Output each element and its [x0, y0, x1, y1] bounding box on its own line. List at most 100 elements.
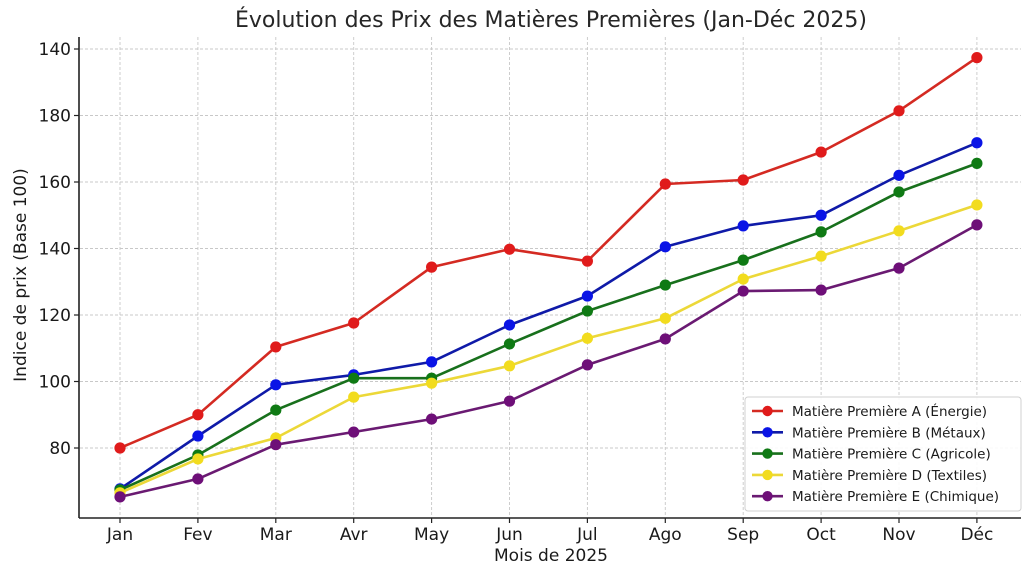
data-point	[815, 209, 827, 221]
data-point	[737, 220, 749, 232]
legend: Matière Première A (Énergie) Matière Prem…	[744, 396, 1022, 512]
data-point	[348, 391, 360, 403]
x-tick-label: Ago	[649, 525, 682, 545]
x-tick-label: Mar	[260, 525, 292, 545]
series-line	[119, 141, 978, 490]
data-point	[815, 146, 827, 158]
series-line	[119, 162, 978, 492]
x-axis-label: Mois de 2025	[494, 546, 608, 566]
data-point	[270, 439, 282, 451]
data-point	[114, 491, 126, 503]
data-point	[270, 404, 282, 416]
x-ticks: Jan Fev Mar Avr May Jun Jul Ago Sep Oct Nov Déc	[106, 518, 993, 545]
series-line	[119, 56, 978, 450]
data-point	[737, 174, 749, 186]
data-point	[971, 199, 983, 211]
x-tick-label: Avr	[340, 525, 368, 545]
data-point	[815, 226, 827, 238]
data-point	[893, 186, 905, 198]
data-point	[192, 473, 204, 485]
x-tick-label: Fev	[183, 525, 212, 545]
data-point	[426, 377, 438, 389]
data-point	[581, 290, 594, 302]
data-point	[893, 169, 905, 181]
legend-label: Matière Première C (Agricole)	[792, 447, 991, 463]
legend-marker	[762, 469, 773, 481]
data-point	[581, 255, 594, 267]
data-point	[192, 430, 204, 442]
legend-item: Matière Première C (Agricole)	[752, 447, 991, 463]
data-point	[192, 409, 204, 421]
data-point	[192, 453, 204, 465]
x-tick-label: May	[414, 525, 449, 545]
data-point	[426, 356, 438, 368]
x-tick-label: Déc	[960, 525, 993, 545]
legend-label: Matière Première E (Chimique)	[792, 489, 999, 505]
legend-marker	[762, 448, 773, 459]
data-point	[348, 372, 360, 384]
data-point	[114, 442, 126, 454]
data-point	[503, 395, 516, 407]
y-tick-label: 140	[39, 40, 71, 60]
x-tick-label: Nov	[882, 525, 915, 545]
x-tick-label: Jul	[576, 525, 598, 545]
x-tick-label: Jan	[106, 525, 133, 545]
data-point	[815, 250, 827, 262]
data-point	[659, 312, 671, 324]
series-a	[114, 52, 983, 454]
legend-marker	[762, 427, 773, 438]
data-point	[348, 317, 360, 329]
legend-marker	[762, 405, 773, 417]
series-layer	[114, 52, 983, 503]
y-tick-label: 80	[49, 439, 71, 459]
y-tick-label: 180	[39, 107, 71, 127]
data-point	[737, 285, 749, 297]
data-point	[971, 52, 983, 64]
x-tick-label: Jun	[495, 525, 523, 545]
y-tick-label: 100	[39, 373, 71, 393]
data-point	[270, 379, 282, 391]
data-point	[581, 305, 594, 317]
data-point	[737, 273, 749, 285]
legend-box	[744, 396, 1022, 512]
series-e	[114, 219, 983, 503]
y-tick-label: 160	[39, 173, 71, 193]
data-point	[893, 262, 905, 274]
chart-title: Évolution des Prix des Matières Première…	[235, 7, 867, 33]
legend-label: Matière Première D (Textiles)	[792, 468, 987, 484]
series-line	[119, 223, 978, 499]
x-tick-label: Oct	[806, 525, 836, 545]
y-ticks: 80 100 120 140 160 180 140	[39, 40, 79, 459]
data-point	[503, 338, 516, 350]
data-point	[659, 178, 671, 190]
data-point	[503, 360, 516, 372]
y-tick-label: 140	[39, 240, 71, 260]
data-point	[659, 241, 671, 253]
data-point	[426, 261, 438, 273]
data-point	[971, 137, 983, 149]
data-point	[270, 341, 282, 353]
legend-item: Matière Première A (Énergie)	[752, 403, 987, 420]
legend-label: Matière Première B (Métaux)	[792, 425, 986, 441]
data-point	[971, 157, 983, 169]
x-tick-label: Sep	[727, 525, 759, 545]
series-line	[119, 203, 978, 495]
data-point	[503, 319, 516, 331]
data-point	[737, 254, 749, 266]
data-point	[348, 426, 360, 438]
legend-marker	[762, 491, 773, 502]
axes-layer	[78, 37, 1021, 519]
y-tick-label: 120	[39, 306, 71, 326]
data-point	[815, 284, 827, 296]
legend-item: Matière Première E (Chimique)	[752, 489, 999, 505]
legend-label: Matière Première A (Énergie)	[792, 403, 987, 420]
data-point	[659, 279, 671, 291]
data-point	[893, 225, 905, 237]
data-point	[503, 243, 516, 255]
data-point	[893, 105, 905, 117]
data-point	[581, 359, 594, 371]
y-axis-label: Indice de prix (Base 100)	[11, 168, 31, 382]
legend-item: Matière Première B (Métaux)	[752, 425, 986, 441]
data-point	[659, 333, 671, 345]
